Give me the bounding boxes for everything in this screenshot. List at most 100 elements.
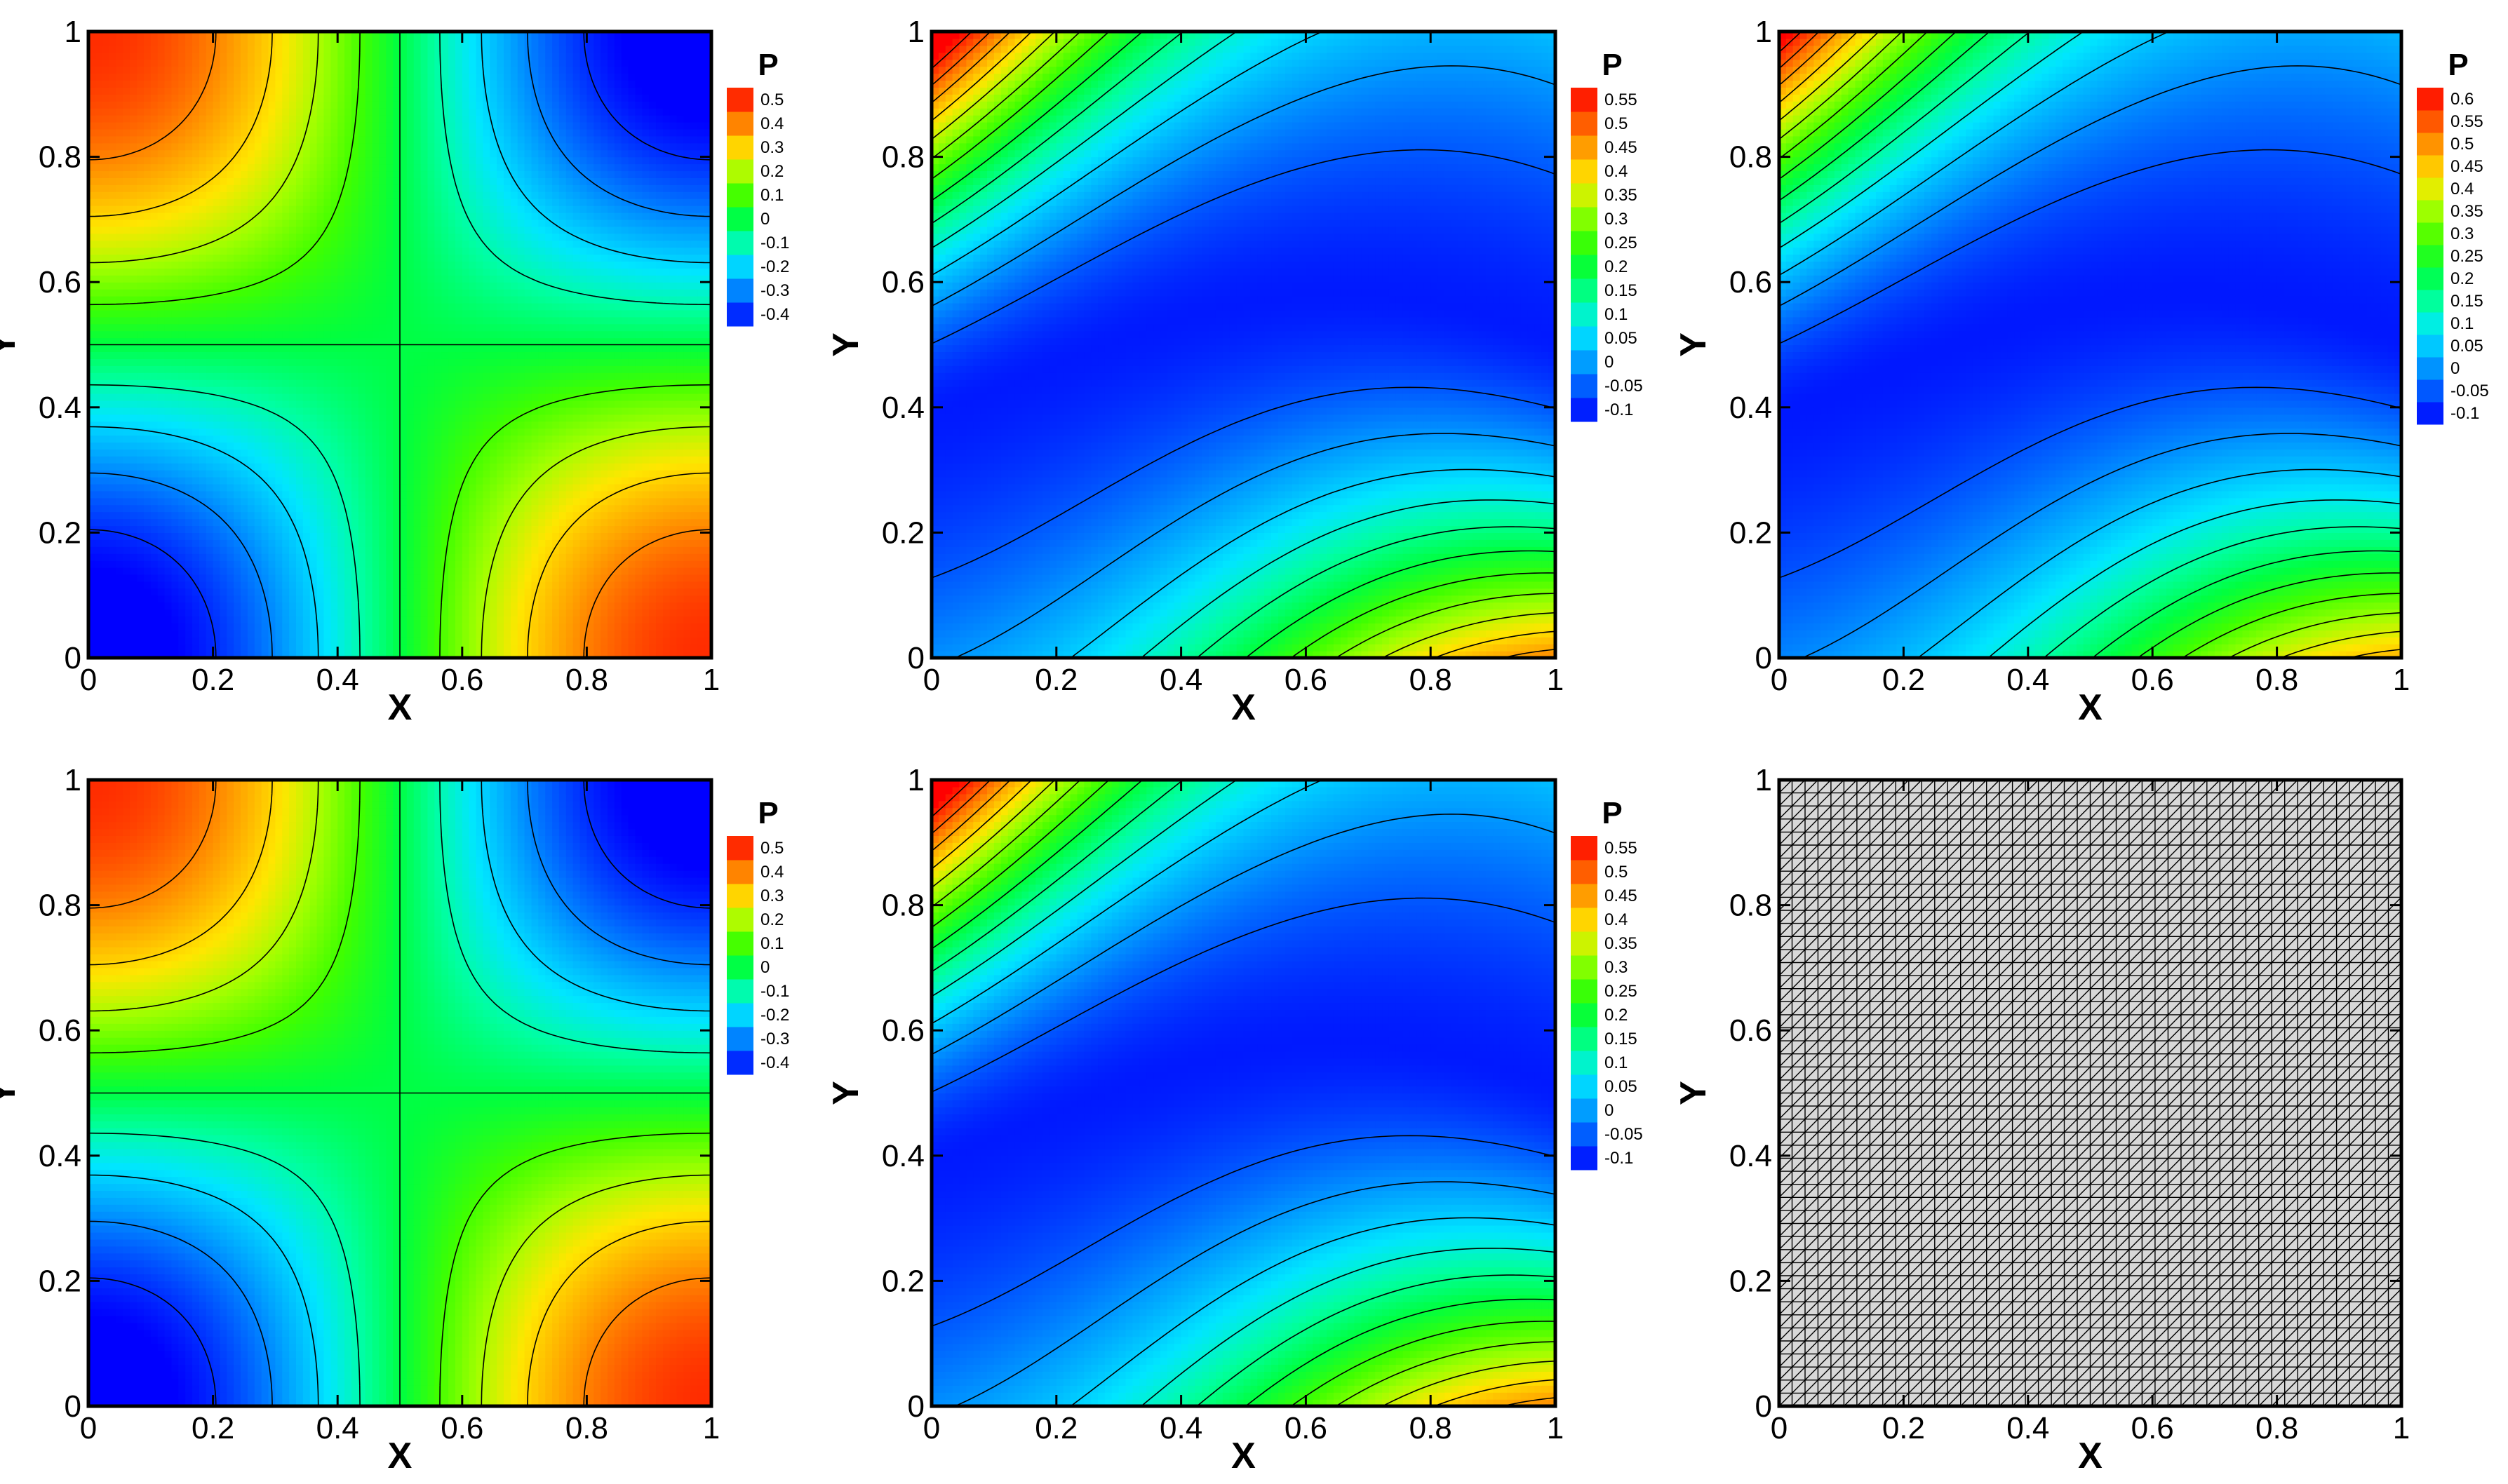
top-left-contour-cell: [441, 630, 448, 638]
top-left-contour-cell: [130, 588, 137, 596]
top-left-contour-cell: [206, 637, 213, 645]
top-left-contour-cell: [102, 630, 109, 638]
top-left-contour-cell: [615, 609, 622, 617]
top-left-contour-cell: [130, 602, 137, 610]
top-left-contour-cell: [102, 595, 109, 603]
top-left-contour-cell: [130, 574, 137, 582]
top-left-contour-cell: [234, 630, 241, 638]
top-left-contour-cell: [310, 602, 317, 610]
top-left-contour-cell: [241, 616, 248, 623]
top-left-contour-cell: [677, 588, 684, 596]
top-left-contour-cell: [330, 616, 337, 623]
top-left-contour-cell: [421, 581, 428, 589]
figure: P-0.4-0.3-0.2-0.100.10.20.30.40.50 0.2 0.4…: [0, 0, 2508, 1484]
top-left-contour-cell: [580, 595, 587, 603]
top-left-contour-cell: [622, 602, 629, 610]
top-left-contour-cell: [185, 609, 192, 617]
top-left-contour-cell: [123, 623, 130, 630]
top-left-contour-cell: [573, 644, 580, 652]
top-left-contour-cell: [462, 581, 469, 589]
top-left-contour-cell: [248, 637, 255, 645]
top-left-contour-cell: [538, 616, 545, 623]
top-left-contour-cell: [601, 644, 608, 652]
top-left-contour-cell: [497, 602, 504, 610]
top-left-contour-cell: [158, 637, 165, 645]
top-left-contour-cell: [462, 637, 469, 645]
top-left-contour-cell: [275, 637, 282, 645]
top-left-contour-cell: [538, 588, 545, 596]
top-left-contour-cell: [206, 630, 213, 638]
top-left-contour-cell: [296, 602, 303, 610]
top-left-contour-cell: [144, 637, 151, 645]
top-left-contour-cell: [95, 616, 102, 623]
top-left-contour-cell: [434, 588, 441, 596]
top-left-contour-cell: [462, 609, 469, 617]
top-left-contour-cell: [220, 588, 227, 596]
top-left-contour-cell: [490, 581, 497, 589]
top-left-contour-cell: [337, 630, 344, 638]
top-left-contour-cell: [151, 595, 158, 603]
top-left-contour-cell: [241, 637, 248, 645]
top-left-contour-cell: [151, 623, 158, 630]
top-left-contour-cell: [407, 588, 414, 596]
top-left-contour-cell: [282, 623, 289, 630]
top-left-contour-cell: [351, 637, 358, 645]
top-left-contour-cell: [289, 609, 296, 617]
top-left-contour-cell: [663, 630, 670, 638]
top-left-contour-cell: [206, 588, 213, 596]
top-left-contour-cell: [262, 644, 269, 652]
top-left-contour-cell: [337, 595, 344, 603]
top-left-contour-cell: [213, 602, 220, 610]
top-left-contour-cell: [366, 630, 373, 638]
top-left-contour-cell: [677, 609, 684, 617]
top-left-contour-cell: [185, 630, 192, 638]
top-left-contour-cell: [275, 616, 282, 623]
top-left-contour-cell: [476, 588, 483, 596]
top-left-contour-cell: [622, 595, 629, 603]
top-left-contour-cell: [421, 602, 428, 610]
top-left-contour-cell: [373, 588, 380, 596]
top-left-contour-cell: [511, 602, 518, 610]
top-left-contour-cell: [649, 581, 656, 589]
top-left-contour-cell: [144, 588, 151, 596]
top-left-contour-cell: [476, 581, 483, 589]
top-left-contour-cell: [455, 588, 462, 596]
top-left-contour-cell: [116, 602, 123, 610]
top-left-contour-cell: [144, 602, 151, 610]
top-left-contour-cell: [531, 630, 538, 638]
top-left-contour-cell: [373, 616, 380, 623]
top-left-contour-cell: [289, 644, 296, 652]
top-left-contour-cell: [158, 623, 165, 630]
top-left-contour-cell: [559, 644, 566, 652]
top-left-contour-cell: [538, 630, 545, 638]
top-left-contour-cell: [525, 581, 532, 589]
top-left-contour-cell: [303, 630, 310, 638]
top-left-contour-cell: [642, 595, 649, 603]
top-left-contour-cell: [552, 581, 559, 589]
top-left-contour-cell: [116, 637, 123, 645]
top-left-contour-cell: [310, 637, 317, 645]
top-left-contour-cell: [490, 644, 497, 652]
top-left-contour-cell: [296, 595, 303, 603]
top-left-contour-cell: [462, 623, 469, 630]
top-left-contour-cell: [386, 609, 393, 617]
top-left-contour-cell: [684, 581, 691, 589]
top-left-contour-cell: [697, 595, 704, 603]
top-left-contour-cell: [448, 623, 455, 630]
top-left-contour-cell: [518, 581, 525, 589]
top-left-contour-cell: [241, 602, 248, 610]
top-left-contour-cell: [393, 602, 400, 610]
top-left-contour-cell: [434, 644, 441, 652]
top-left-contour-cell: [642, 609, 649, 617]
top-left-contour-cell: [178, 637, 185, 645]
top-left-contour-cell: [566, 595, 573, 603]
top-left-contour-cell: [275, 630, 282, 638]
top-left-contour-cell: [234, 616, 241, 623]
top-left-contour-cell: [511, 623, 518, 630]
top-left-contour-cell: [234, 588, 241, 596]
top-left-contour-cell: [386, 630, 393, 638]
top-left-contour-cell: [199, 623, 206, 630]
top-left-contour-cell: [130, 581, 137, 589]
top-left-contour-cell: [144, 574, 151, 582]
top-left-contour-cell: [615, 588, 622, 596]
